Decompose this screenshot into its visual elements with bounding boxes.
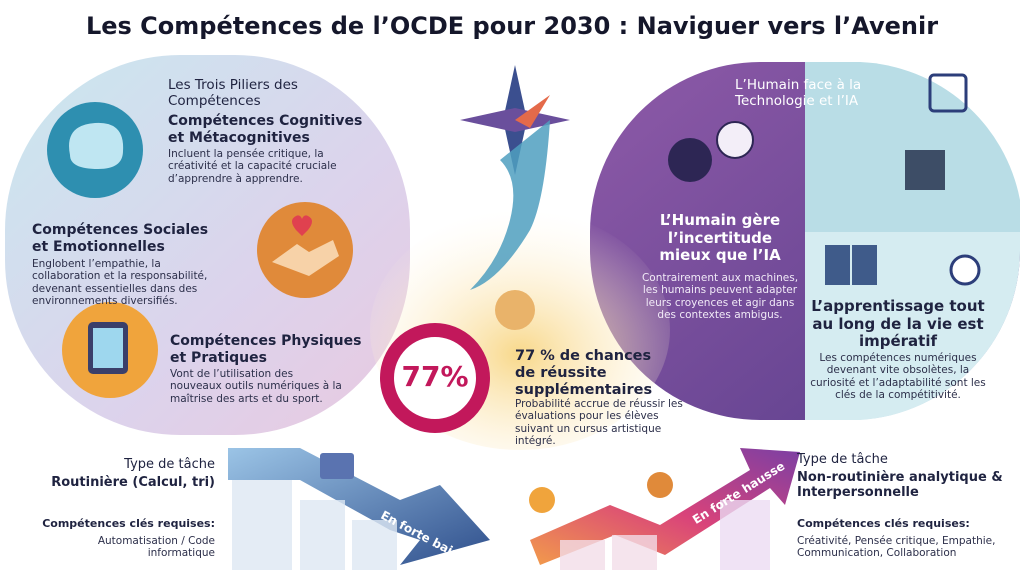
brain-small: [529, 487, 555, 513]
skills-text: Créativité, Pensée critique, Empathie, C…: [797, 535, 996, 560]
chip-icon: [928, 73, 968, 113]
section-heading: Les Trois Piliers des Compétences: [168, 77, 298, 109]
compass: [460, 65, 570, 175]
tech-text: Les compétences numériques devenant vite…: [810, 352, 986, 402]
skills-text: Automatisation / Code informatique: [97, 535, 215, 560]
palette-icon: [495, 290, 535, 330]
task-label: Type de tâche: [124, 457, 215, 472]
task-type: Routinière (Calcul, tri): [51, 475, 215, 490]
stat-title: 77 % de chances de réussite supplémentai…: [515, 348, 653, 399]
stat-ring: [380, 323, 490, 433]
pillar-text: Englobent l’empathie, la collaboration e…: [32, 258, 208, 308]
pillar-title: Compétences Sociales et Emotionnelles: [32, 222, 209, 255]
title: Les Compétences de l’OCDE pour 2030 : Na…: [85, 12, 939, 40]
pillar-text: Incluent la pensée critique, la créativi…: [168, 148, 337, 185]
clock-icon: [949, 254, 981, 286]
up-arrow: [530, 448, 800, 565]
stat-value: 77%: [401, 360, 469, 393]
tech-title: L’apprentissage tout au long de la vie e…: [811, 297, 985, 351]
task-label: Type de tâche: [797, 452, 888, 467]
skills-label: Compétences clés requises:: [42, 517, 215, 530]
robot-arm: [905, 150, 945, 190]
head-icon: [668, 138, 712, 182]
skills-label: Compétences clés requises:: [797, 517, 970, 530]
tech-text: Contrairement aux machines, les humains …: [641, 272, 799, 322]
down-arrow: [228, 448, 490, 565]
pillar-text: Vont de l’utilisation des nouveaux outil…: [170, 368, 342, 405]
book-icon: [825, 245, 877, 285]
panel-quadrant: [805, 62, 1020, 232]
pillar-title: Compétences Physiques et Pratiques: [170, 333, 362, 366]
pillar-title: Compétences Cognitives et Métacognitives: [168, 113, 363, 146]
code-icon: [320, 453, 354, 479]
tech-title: L’Humain gère l’incertitude mieux que l’…: [659, 211, 781, 265]
figure: [470, 120, 550, 290]
handshake-small: [647, 472, 673, 498]
task-type: Non-routinière analytique & Interpersonn…: [797, 470, 1003, 501]
section-heading: L’Humain face à la Technologie et l’IA: [735, 77, 862, 109]
stat-text: Probabilité accrue de réussir les évalua…: [515, 398, 683, 448]
